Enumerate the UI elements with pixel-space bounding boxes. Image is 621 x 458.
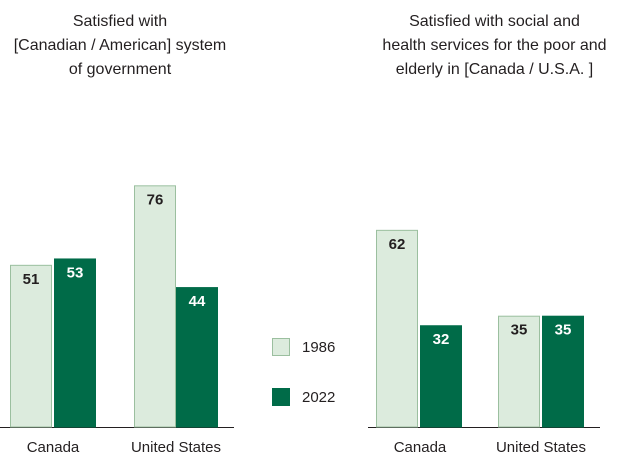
category-label-left-united-states: United States [131, 439, 221, 456]
chart-title-right-line-1: Satisfied with social and [409, 13, 580, 30]
bar-left-united-states-1986 [134, 185, 176, 428]
data-label-right-canada-1986: 62 [389, 236, 406, 253]
chart-title-left-line-1: Satisfied with [72, 13, 168, 30]
chart-title-left-line-2: [Canadian / American] system [13, 37, 227, 54]
data-label-left-united-states-2022: 44 [189, 293, 206, 310]
bar-right-canada-1986 [376, 229, 418, 428]
legend-label-2022: 2022 [302, 389, 335, 406]
bar-right-united-states-1986 [498, 315, 540, 428]
legend-label-1986: 1986 [302, 339, 335, 356]
chart-title-right: Satisfied with social and health service… [368, 10, 621, 82]
data-label-left-canada-2022: 53 [67, 264, 84, 281]
category-label-right-united-states: United States [496, 439, 586, 456]
bar-right-united-states-2022 [542, 315, 584, 428]
category-label-right-canada: Canada [394, 439, 447, 456]
data-label-left-canada-1986: 51 [23, 271, 40, 288]
chart-title-right-line-2: health services for the poor and [382, 37, 607, 54]
data-label-right-united-states-2022: 35 [555, 322, 572, 339]
bar-right-canada-2022 [420, 325, 462, 428]
data-label-left-united-states-1986: 76 [147, 191, 164, 208]
chart-title-left: Satisfied with [Canadian / American] sys… [0, 10, 240, 82]
category-label-left-canada: Canada [27, 439, 80, 456]
data-label-right-united-states-1986: 35 [511, 322, 528, 339]
legend-swatch-2022 [272, 388, 290, 406]
bar-left-canada-2022 [54, 258, 96, 428]
chart-title-right-line-3: elderly in [Canada / U.S.A. ] [395, 61, 594, 78]
bar-left-canada-1986 [10, 264, 52, 428]
legend-swatch-1986 [272, 338, 290, 356]
data-label-right-canada-2022: 32 [433, 331, 450, 348]
bar-left-united-states-2022 [176, 287, 218, 428]
chart-title-left-line-3: of government [68, 61, 172, 78]
